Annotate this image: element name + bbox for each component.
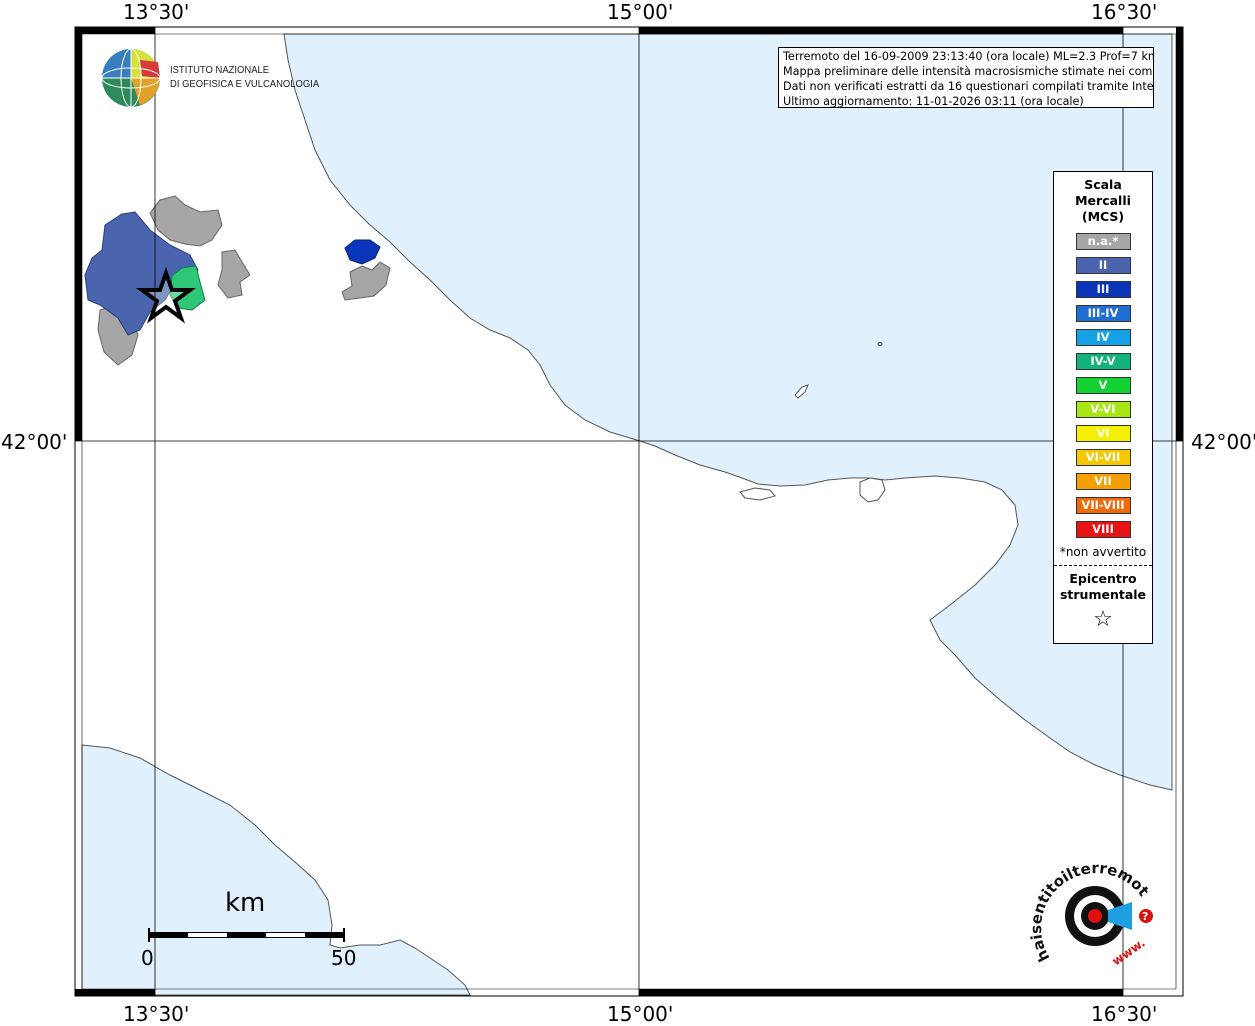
legend-title-line-1: Scala	[1084, 177, 1122, 192]
coord-bottom-2: 15°00'	[607, 1002, 674, 1026]
info-line-3: Dati non verificati estratti da 16 quest…	[783, 80, 1154, 93]
intensity-area-III	[344, 239, 381, 265]
coord-top-2: 15°00'	[607, 0, 674, 24]
legend-item: VIII	[1075, 521, 1131, 538]
legend-item: IV	[1075, 329, 1131, 346]
legend-title: Scala Mercalli (MCS)	[1054, 177, 1152, 225]
intensity-area-grey	[149, 195, 223, 247]
legend-item: III	[1075, 281, 1131, 298]
coord-right: 42°00'	[1191, 430, 1255, 454]
adriatic-sea	[283, 33, 1173, 791]
logo-line-2: DI GEOFISICA E VULCANOLOGIA	[170, 78, 320, 90]
coord-top-1: 13°30'	[123, 0, 190, 24]
intensity-area-II	[84, 211, 199, 336]
info-line-4: Ultimo aggiornamento: 11-01-2026 03:11 (…	[783, 95, 1084, 108]
legend-item: V	[1075, 377, 1131, 394]
coord-bottom-1: 13°30'	[123, 1002, 190, 1026]
legend-item: VI	[1075, 425, 1131, 442]
info-line-1: Terremoto del 16-09-2009 23:13:40 (ora l…	[783, 50, 1154, 63]
star-icon: ☆	[1093, 607, 1113, 632]
legend-title-line-2: Mercalli	[1075, 193, 1131, 208]
legend-item: VI-VII	[1075, 449, 1131, 466]
legend-separator	[1054, 565, 1152, 566]
legend-item: VII	[1075, 473, 1131, 490]
scale-bar-start: 0	[141, 946, 154, 970]
legend-item: IV-V	[1075, 353, 1131, 370]
info-line-2: Mappa preliminare delle intensità macros…	[783, 65, 1154, 78]
legend-item: VII-VIII	[1075, 497, 1131, 514]
legend-title-line-3: (MCS)	[1081, 209, 1125, 224]
legend-note: *non avvertito	[1059, 545, 1147, 559]
legend-item: V-VI	[1075, 401, 1131, 418]
hai-sentito-il-terremoto-logo-icon: haisentitoilterremoto.it ? www.	[1030, 858, 1153, 969]
svg-text:www.: www.	[1109, 936, 1147, 969]
scale-bar-title: km	[225, 888, 266, 918]
intensity-area-grey	[341, 261, 391, 301]
ingv-logo-icon	[101, 48, 161, 108]
legend-item: II	[1075, 257, 1131, 274]
coord-bottom-3: 16°30'	[1091, 1002, 1158, 1026]
mcs-legend: Scala Mercalli (MCS) n.a.* II III III-IV IV I…	[1053, 171, 1153, 644]
legend-epicenter-line-2: strumentale	[1059, 587, 1147, 602]
coord-left: 42°00'	[1, 430, 68, 454]
legend-item: III-IV	[1075, 305, 1131, 322]
legend-epicenter-label: Epicentro strumentale	[1054, 571, 1152, 603]
ingv-logo-text: ISTITUTO NAZIONALE DI GEOFISICA E VULCAN…	[170, 63, 319, 91]
earthquake-info-box: Terremoto del 16-09-2009 23:13:40 (ora l…	[778, 47, 1154, 108]
svg-text:?: ?	[1142, 910, 1148, 923]
legend-epicenter-line-1: Epicentro	[1069, 571, 1137, 586]
intensity-area-grey	[217, 249, 251, 299]
epicenter-star	[135, 266, 197, 324]
scale-bar-end: 50	[331, 946, 357, 970]
coord-top-3: 16°30'	[1091, 0, 1158, 24]
legend-item: n.a.*	[1075, 233, 1131, 250]
legend-items: n.a.* II III III-IV IV IV-V V V-VI VI VI-VII VII VI…	[1054, 233, 1152, 538]
logo-line-1: ISTITUTO NAZIONALE	[170, 64, 270, 76]
scale-bar	[148, 928, 345, 942]
